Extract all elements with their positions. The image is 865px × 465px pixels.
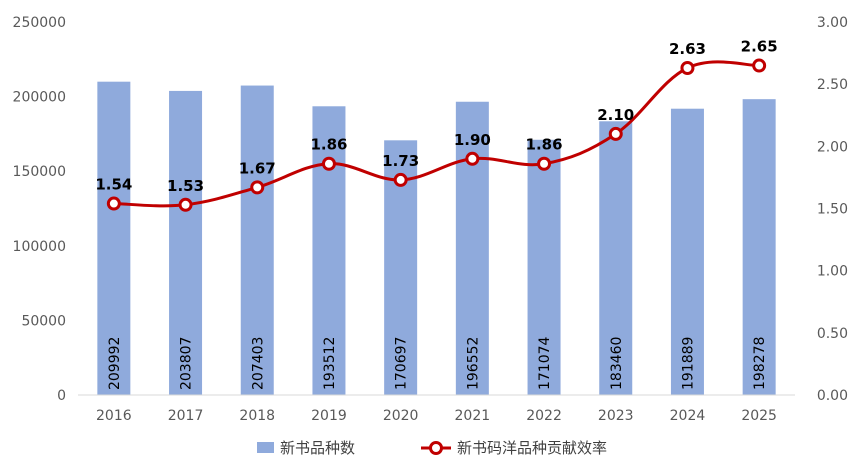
line-value-label: 2.65 <box>741 38 778 56</box>
left-axis-ticks: 0 50000 100000 150000 200000 250000 <box>13 15 66 404</box>
line-point <box>608 126 623 141</box>
bar-value-label: 203807 <box>179 337 195 390</box>
bar-value-label: 207403 <box>250 337 266 390</box>
line-value-label: 2.10 <box>597 106 634 124</box>
bar-value-label: 191889 <box>680 337 696 390</box>
bar <box>670 108 704 396</box>
x-axis-tick-label: 2021 <box>455 408 491 424</box>
line-value-label: 1.54 <box>95 176 132 194</box>
bar <box>527 139 561 395</box>
x-axis-tick-label: 2025 <box>741 408 777 424</box>
left-axis-tick-label: 200000 <box>13 90 66 106</box>
line-point <box>680 61 695 76</box>
line-value-label: 1.67 <box>239 159 276 177</box>
x-axis-tick-label: 2022 <box>526 408 562 424</box>
line-point <box>393 172 408 187</box>
legend: 新书品种数 新书码洋品种贡献效率 <box>257 439 607 457</box>
bar <box>312 106 346 396</box>
right-axis-tick-label: 0.00 <box>817 388 848 404</box>
bar <box>97 81 131 396</box>
bar-value-label: 198278 <box>752 337 768 390</box>
line-value-label: 1.86 <box>310 136 347 154</box>
x-axis-tick-label: 2019 <box>311 408 347 424</box>
bar-value-label: 196552 <box>465 337 481 390</box>
legend-bar-label: 新书品种数 <box>280 439 355 457</box>
line-point <box>537 156 552 171</box>
right-axis-tick-label: 3.00 <box>817 15 848 31</box>
line-point <box>178 197 193 212</box>
right-axis-tick-label: 2.00 <box>817 139 848 155</box>
bar-value-label: 170697 <box>394 337 410 390</box>
line-series <box>106 58 767 212</box>
bar <box>455 101 489 395</box>
line-value-label: 1.90 <box>454 131 491 149</box>
bar-data-labels: 209992 203807 207403 193512 170697 196552 1710… <box>107 336 768 390</box>
legend-bar-swatch <box>257 442 274 453</box>
right-axis-tick-label: 2.50 <box>817 77 848 93</box>
line-value-label: 1.73 <box>382 152 419 170</box>
bar <box>240 85 274 396</box>
right-axis-tick-label: 1.50 <box>817 202 848 218</box>
x-axis-tick-label: 2017 <box>168 408 204 424</box>
line-value-label: 1.53 <box>167 177 204 195</box>
x-axis-tick-label: 2023 <box>598 408 634 424</box>
x-axis-tick-label: 2018 <box>239 408 275 424</box>
left-axis-tick-label: 250000 <box>13 15 66 31</box>
bar-value-label: 183460 <box>609 337 625 390</box>
bar <box>169 90 203 395</box>
x-axis-tick-label: 2020 <box>383 408 419 424</box>
x-axis-tick-label: 2024 <box>670 408 706 424</box>
right-axis-tick-label: 1.00 <box>817 264 848 280</box>
line-point <box>465 151 480 166</box>
bar <box>599 121 633 395</box>
line-value-label: 1.86 <box>526 136 563 154</box>
left-axis-tick-label: 150000 <box>13 164 66 180</box>
bar-value-label: 209992 <box>107 337 123 390</box>
left-axis-tick-label: 100000 <box>13 239 66 255</box>
line-point <box>106 196 121 211</box>
right-axis-tick-label: 0.50 <box>817 326 848 342</box>
x-axis-ticks: 2016 2017 2018 2019 2020 2021 2022 2023 2024 2025 <box>96 408 777 424</box>
bar-series <box>97 81 776 396</box>
line-point <box>250 180 265 195</box>
right-axis-ticks: 0.00 0.50 1.00 1.50 2.00 2.50 3.00 <box>817 15 848 404</box>
line-data-labels: 1.54 1.53 1.67 1.86 1.73 1.90 1.86 2.10 2.63 2.65 <box>95 38 777 195</box>
legend-line-label: 新书码洋品种贡献效率 <box>457 439 607 457</box>
line-point <box>321 156 336 171</box>
left-axis-tick-label: 50000 <box>21 313 66 329</box>
bar-value-label: 193512 <box>322 337 338 390</box>
line-point <box>752 58 767 73</box>
line-path <box>113 60 760 208</box>
x-axis-tick-label: 2016 <box>96 408 132 424</box>
left-axis-tick-label: 0 <box>57 388 66 404</box>
legend-line-marker <box>429 441 443 455</box>
bar <box>742 99 776 396</box>
bar-value-label: 171074 <box>537 336 553 390</box>
line-value-label: 2.63 <box>669 40 706 58</box>
